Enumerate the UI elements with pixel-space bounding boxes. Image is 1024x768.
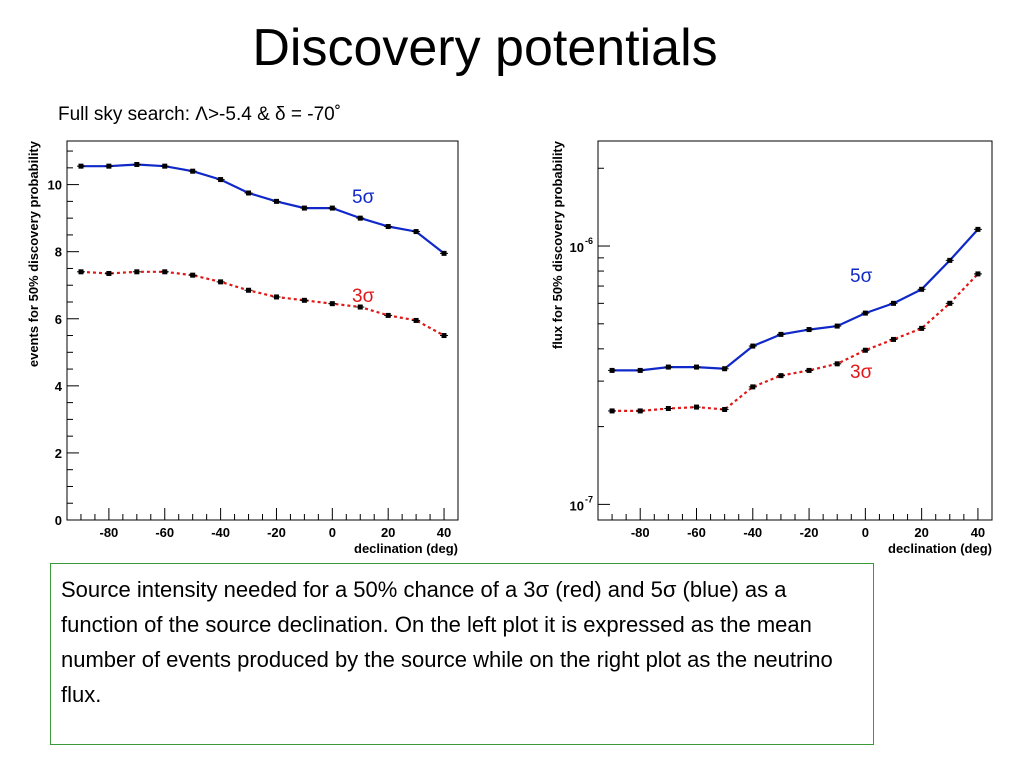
x-tick-label: 20	[914, 525, 928, 540]
y-tick-label: 2	[55, 446, 62, 461]
slide-title: Discovery potentials	[252, 19, 718, 77]
y-tick-label: 4	[55, 379, 63, 394]
x-axis-label: declination (deg)	[354, 541, 458, 556]
series-label-5sigma: 5σ	[850, 266, 873, 287]
plot-frame	[597, 140, 993, 521]
y-tick-label-base: 10	[570, 498, 584, 513]
y-tick-label-exponent: -7	[585, 494, 593, 504]
y-tick-label: 8	[55, 245, 62, 260]
series-label-3sigma: 3σ	[352, 286, 375, 307]
y-axis-label: events for 50% discovery probability	[26, 140, 41, 367]
y-tick-label: 10	[48, 178, 62, 193]
x-tick-label: -60	[687, 525, 706, 540]
y-tick-label: 10 -7	[570, 494, 593, 513]
x-tick-label: -20	[800, 525, 819, 540]
x-tick-label: -20	[267, 525, 286, 540]
x-tick-label: 20	[381, 525, 395, 540]
x-tick-label: -40	[743, 525, 762, 540]
y-tick-label-exponent: -6	[585, 236, 593, 246]
x-tick-label: -80	[631, 525, 650, 540]
series-line-5sigma	[612, 228, 979, 372]
x-tick-label: 0	[329, 525, 336, 540]
x-axis-label: declination (deg)	[888, 541, 992, 556]
x-tick-label: -60	[155, 525, 174, 540]
y-tick-label: 6	[55, 312, 62, 327]
y-tick-label: 10 -6	[570, 236, 593, 255]
y-tick-label: 0	[55, 513, 62, 528]
search-subtitle: Full sky search: Λ>-5.4 & δ = -70˚	[58, 104, 342, 125]
x-tick-label: 40	[437, 525, 451, 540]
x-tick-label: -80	[99, 525, 118, 540]
x-tick-label: 0	[862, 525, 869, 540]
series-line-3sigma	[80, 270, 445, 337]
series-line-3sigma	[612, 273, 979, 412]
x-tick-label: 40	[971, 525, 985, 540]
caption-box: Source intensity needed for a 50% chance…	[50, 563, 874, 745]
y-tick-label-base: 10	[570, 240, 584, 255]
series-label-3sigma: 3σ	[850, 362, 873, 383]
x-tick-label: -40	[211, 525, 230, 540]
series-label-5sigma: 5σ	[352, 187, 375, 208]
series-line-5sigma	[81, 163, 445, 255]
caption-text: Source intensity needed for a 50% chance…	[61, 577, 833, 707]
y-axis-label: flux for 50% discovery probability	[550, 140, 565, 349]
